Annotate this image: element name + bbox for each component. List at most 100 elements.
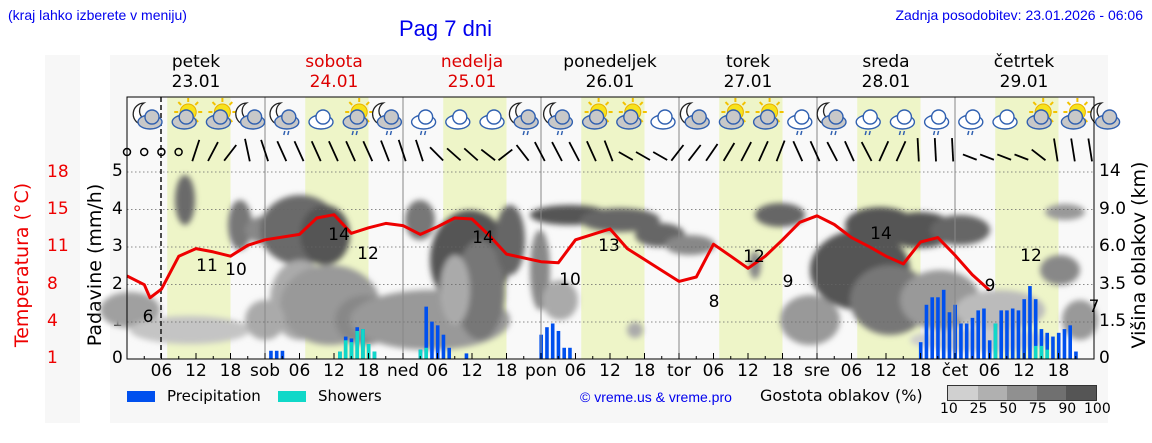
temperature-tick: 4 (47, 311, 58, 331)
cloud-height-tick: 1.5 (1099, 311, 1127, 331)
temperature-tick: 15 (47, 199, 69, 219)
legend-showers-swatch (278, 391, 306, 402)
day-name: četrtek (993, 52, 1055, 72)
day-date: 25.01 (447, 72, 497, 92)
density-swatch (948, 386, 978, 400)
x-tick-label: 18 (495, 361, 518, 381)
wind-barbs (122, 138, 1093, 162)
x-tick-label: 18 (771, 361, 794, 381)
density-scale-label: 25 (969, 401, 988, 417)
cloud-density-label: Gostota oblakov (%) (760, 386, 923, 405)
svg-text:12: 12 (357, 244, 379, 264)
x-tick-label: ned (386, 361, 420, 381)
svg-text:14: 14 (328, 225, 350, 245)
density-scale-label: 10 (940, 401, 958, 417)
precipitation-tick: 5 (112, 161, 123, 181)
day-separators (264, 97, 956, 359)
precipitation-tick: 4 (112, 198, 123, 219)
x-tick-label: 18 (633, 361, 656, 381)
cloud-height-tick: 0 (1099, 348, 1110, 368)
x-tick-label: 06 (288, 361, 311, 381)
svg-text:9: 9 (783, 272, 794, 292)
x-tick-label: 12 (599, 361, 621, 381)
last-update: Zadnja posodobitev: 23.01.2026 - 06:06 (895, 7, 1143, 23)
day-header: četrtek 29.01 (964, 52, 1084, 92)
temperature-tick: 8 (47, 274, 58, 294)
day-header: petek 23.01 (136, 52, 256, 92)
x-tick-label: 06 (702, 361, 725, 381)
cloud-height-tick: 9.0 (1099, 198, 1127, 219)
cloud-height-tick: 6.0 (1099, 236, 1127, 256)
x-tick-label: 12 (323, 361, 345, 381)
svg-text:14: 14 (870, 224, 892, 244)
x-tick-label: 12 (1013, 361, 1035, 381)
density-swatch (977, 386, 1008, 400)
x-tick-label: 12 (185, 361, 207, 381)
day-date: 28.01 (861, 72, 911, 92)
x-tick-label: 06 (150, 361, 173, 381)
temperature-axis-panel (45, 55, 80, 423)
day-header: sreda 28.01 (826, 52, 946, 92)
svg-text:8: 8 (709, 292, 720, 312)
day-name: petek (171, 52, 221, 72)
cloud-height-tick: 3.5 (1099, 273, 1127, 294)
x-tick-label: 06 (978, 361, 1001, 381)
svg-text:10: 10 (559, 270, 581, 290)
day-date: 29.01 (999, 72, 1049, 92)
x-tick-label: čet (941, 361, 969, 381)
x-tick-label: 06 (840, 361, 863, 381)
precipitation-tick: 2 (112, 273, 123, 294)
legend-showers-label: Showers (318, 387, 382, 405)
x-tick-label: tor (666, 361, 692, 381)
svg-text:13: 13 (598, 236, 620, 256)
gridlines (127, 171, 1094, 323)
day-name: ponedeljek (563, 52, 657, 72)
day-date: 26.01 (585, 72, 635, 92)
legend-precipitation-swatch (127, 391, 155, 402)
day-header: torek 27.01 (688, 52, 808, 92)
density-scale-label: 90 (1058, 401, 1077, 417)
day-name: torek (726, 52, 770, 72)
x-tick-marks (143, 353, 1077, 359)
svg-text:12: 12 (743, 247, 765, 267)
temperature-tick: 18 (47, 162, 69, 182)
cloud-density-field (100, 175, 1098, 352)
x-tick-label: 06 (426, 361, 449, 381)
density-scale-label: 75 (1028, 401, 1047, 417)
svg-text:11: 11 (196, 256, 218, 276)
day-header: sobota 24.01 (274, 52, 394, 92)
precipitation-tick: 0 (112, 348, 123, 368)
density-swatch (1007, 386, 1037, 400)
x-tick-label: 12 (875, 361, 897, 381)
weather-icons (132, 98, 1121, 136)
svg-text:6: 6 (143, 307, 154, 327)
location-hint[interactable]: (kraj lahko izberete v meniju) (8, 7, 187, 23)
day-date: 23.01 (171, 72, 221, 92)
x-tick-label: 12 (461, 361, 483, 381)
x-tick-label: pon (525, 361, 557, 381)
density-swatch (1036, 386, 1067, 400)
x-tick-label: 06 (564, 361, 587, 381)
x-tick-label: 18 (357, 361, 380, 381)
svg-text:12: 12 (1020, 246, 1042, 266)
svg-text:10: 10 (225, 260, 247, 280)
density-scale-label: 100 (1084, 401, 1111, 417)
svg-text:14: 14 (472, 228, 494, 248)
precipitation-tick: 3 (112, 236, 123, 256)
x-tick-label: 18 (909, 361, 932, 381)
cloud-height-tick: 14 (1099, 161, 1121, 181)
page-title: Pag 7 dni (399, 16, 492, 41)
svg-text:9: 9 (985, 276, 996, 296)
x-tick-label: 18 (1047, 361, 1070, 381)
copyright-link[interactable]: © vreme.us & vreme.pro (580, 389, 732, 405)
cloud-density-scale (947, 385, 1097, 401)
day-header: nedelja 25.01 (412, 52, 532, 92)
day-date: 27.01 (723, 72, 773, 92)
legend-precipitation-label: Precipitation (167, 387, 261, 405)
density-swatch (1066, 386, 1096, 400)
temperature-line (126, 213, 991, 300)
precipitation-bars (269, 286, 1078, 359)
day-name: sreda (862, 52, 910, 72)
